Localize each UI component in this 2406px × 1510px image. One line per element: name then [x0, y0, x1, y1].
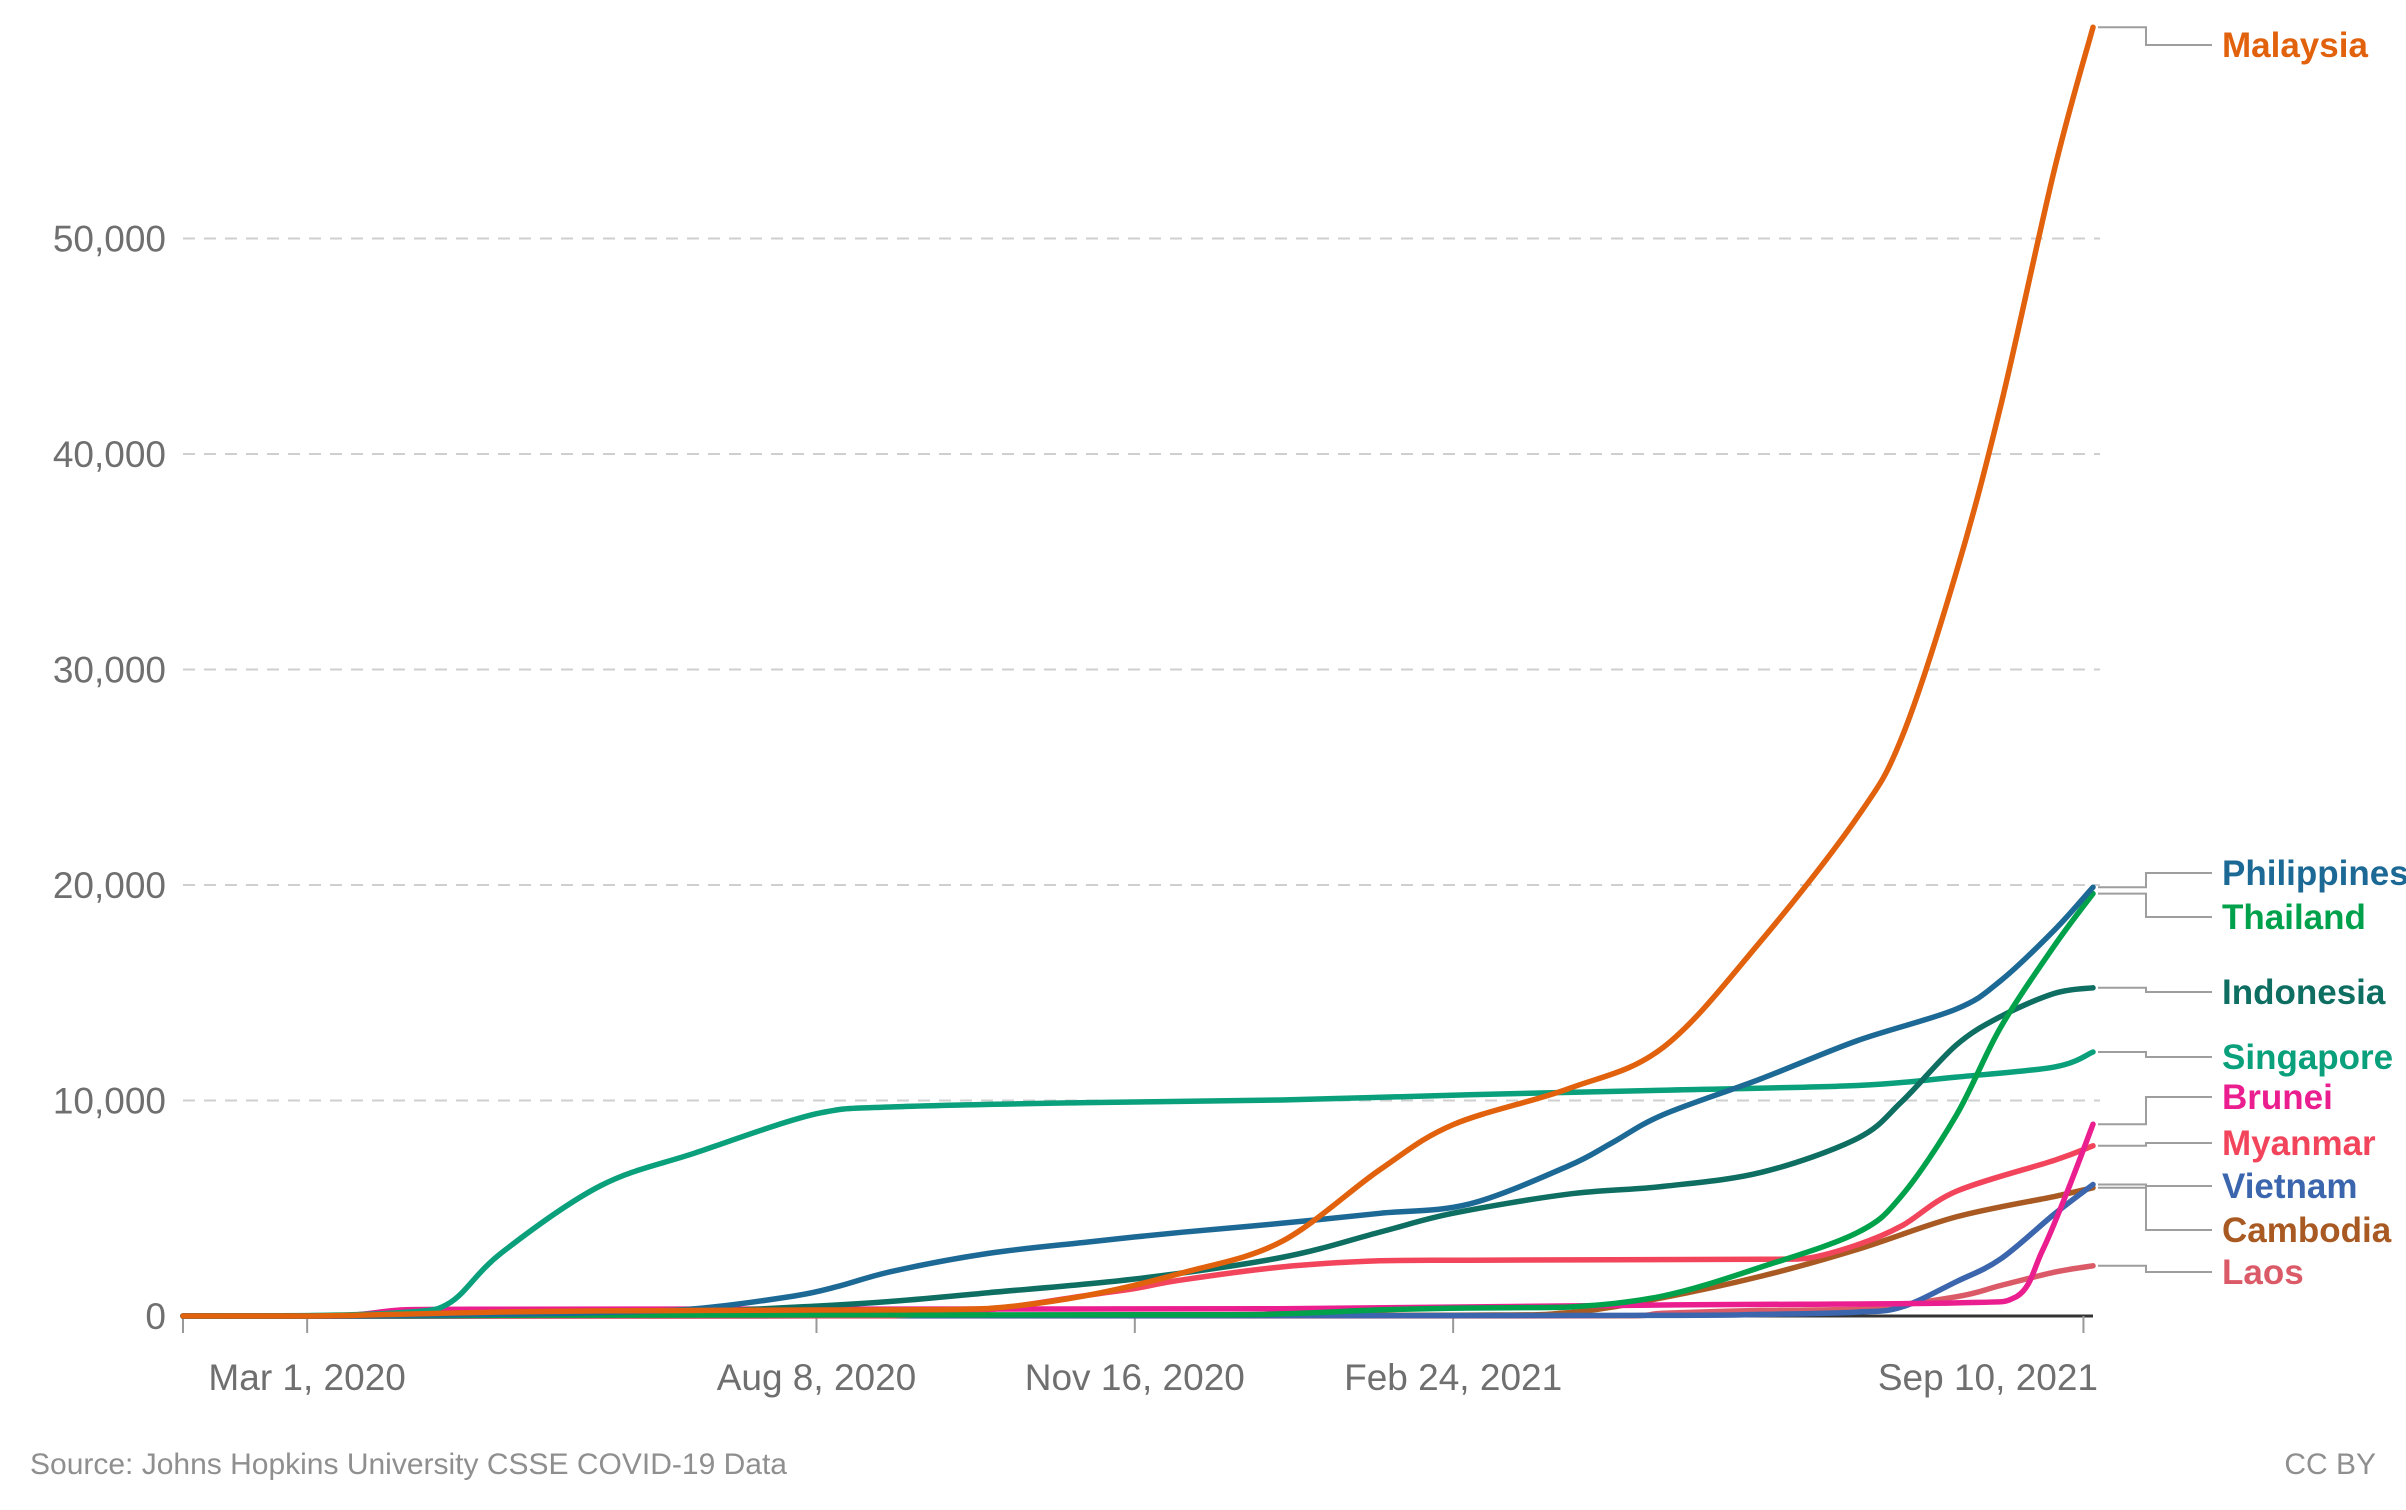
series-label-philippines: Philippines — [2222, 854, 2406, 893]
series-label-myanmar: Myanmar — [2222, 1124, 2376, 1163]
series-label-singapore: Singapore — [2222, 1038, 2393, 1077]
series-label-malaysia: Malaysia — [2222, 26, 2368, 65]
series-label-indonesia: Indonesia — [2222, 973, 2386, 1012]
series-line-malaysia — [180, 24, 2096, 1319]
y-tick-label: 10,000 — [53, 1081, 166, 1122]
leader-line-brunei — [2098, 1096, 2212, 1126]
series-label-thailand: Thailand — [2222, 898, 2366, 937]
series-line-singapore — [180, 1049, 2096, 1319]
x-tick-label: Sep 10, 2021 — [1878, 1357, 2098, 1398]
x-tick-label: Nov 16, 2020 — [1025, 1357, 1245, 1398]
y-tick-label: 20,000 — [53, 865, 166, 906]
series-label-vietnam: Vietnam — [2222, 1167, 2358, 1206]
series-label-laos: Laos — [2222, 1253, 2304, 1292]
chart-footer: Source: Johns Hopkins University CSSE CO… — [0, 1448, 2406, 1482]
y-tick-label: 50,000 — [53, 219, 166, 260]
leader-line-vietnam — [2098, 1183, 2212, 1187]
leader-line-indonesia — [2098, 986, 2212, 993]
x-tick-label: Aug 8, 2020 — [717, 1357, 917, 1398]
x-tick-label: Mar 1, 2020 — [208, 1357, 405, 1398]
leader-line-singapore — [2098, 1051, 2212, 1058]
leader-line-laos — [2098, 1264, 2212, 1273]
leader-line-myanmar — [2098, 1142, 2212, 1147]
license-text: CC BY — [2284, 1448, 2376, 1481]
leader-line-philippines — [2098, 872, 2212, 889]
series-label-cambodia: Cambodia — [2222, 1211, 2392, 1250]
x-tick-label: Feb 24, 2021 — [1344, 1357, 1562, 1398]
leader-line-cambodia — [2098, 1186, 2212, 1231]
y-tick-label: 30,000 — [53, 650, 166, 691]
series-line-myanmar — [180, 1143, 2096, 1319]
leader-line-malaysia — [2098, 26, 2212, 46]
y-tick-label: 0 — [145, 1296, 166, 1337]
source-text: Source: Johns Hopkins University CSSE CO… — [30, 1448, 787, 1481]
leader-line-thailand — [2098, 892, 2212, 918]
series-label-brunei: Brunei — [2222, 1078, 2333, 1117]
y-tick-label: 40,000 — [53, 434, 166, 475]
series-line-thailand — [180, 890, 2096, 1319]
